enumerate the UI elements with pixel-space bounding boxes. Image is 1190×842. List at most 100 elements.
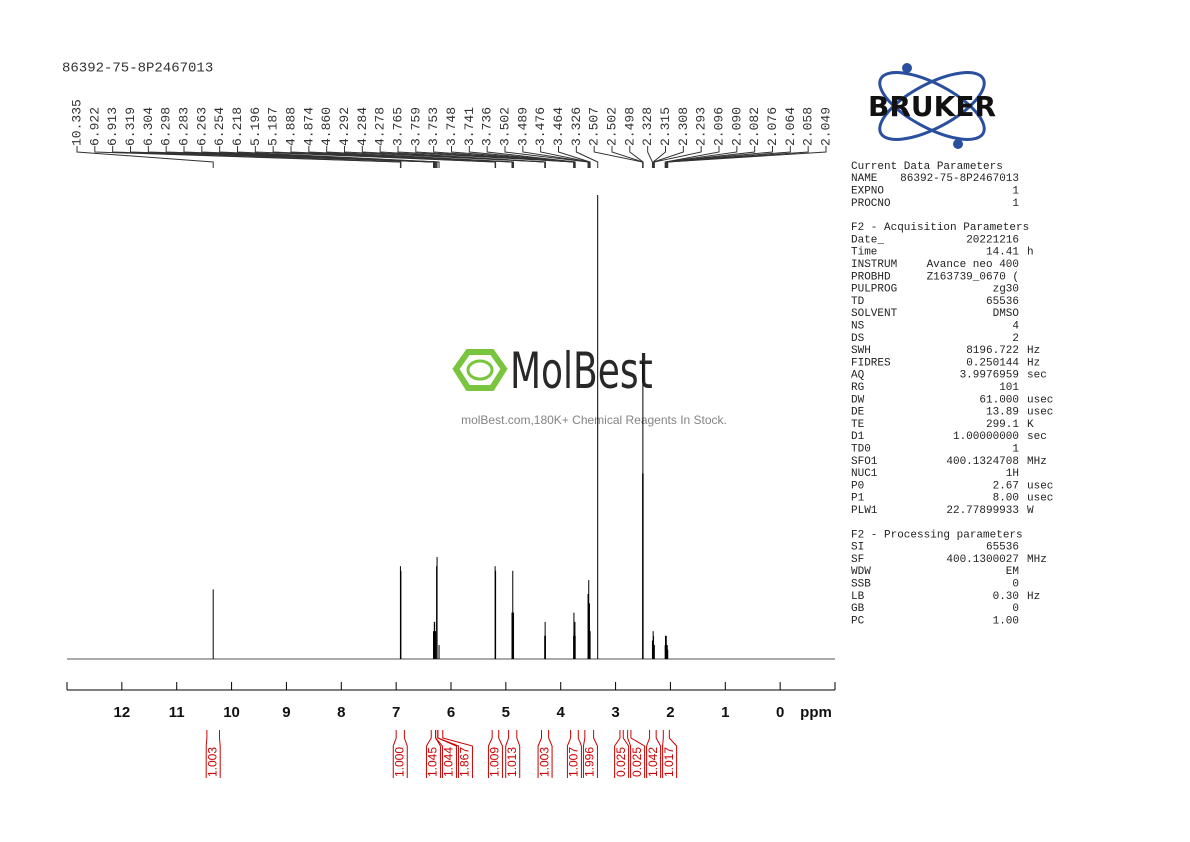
- peak-leader: [653, 146, 702, 168]
- peak-label: 3.741: [462, 107, 477, 146]
- param-value: 1.00000000: [953, 431, 1019, 443]
- peak-label: 6.218: [230, 107, 245, 146]
- peak-leader: [665, 146, 773, 168]
- param-key: DS: [851, 333, 865, 345]
- param-key: NS: [851, 321, 865, 333]
- param-key: FIDRES: [851, 357, 891, 369]
- peak-label: 2.498: [622, 107, 637, 146]
- peak-label: 2.076: [765, 107, 780, 146]
- integral-label: 1.009: [488, 747, 502, 777]
- x-tick-label: 1: [721, 704, 729, 721]
- param-key: Date_: [851, 234, 884, 246]
- watermark-tagline: molBest.com,180K+ Chemical Reagents In S…: [461, 413, 727, 427]
- peak-label: 4.874: [301, 107, 316, 146]
- peak-leader: [504, 146, 589, 168]
- peak-label: 2.507: [587, 107, 602, 146]
- param-section-title: F2 - Acquisition Parameters: [851, 222, 1029, 234]
- x-tick-label: 5: [502, 704, 510, 721]
- param-unit: sec: [1027, 431, 1047, 443]
- peak-label: 3.476: [533, 107, 548, 146]
- param-key: SF: [851, 554, 864, 566]
- peak-label: 6.922: [87, 107, 102, 146]
- param-key: PULPROG: [851, 284, 897, 296]
- x-tick-label: 9: [282, 704, 290, 721]
- logo-orbit: [878, 71, 986, 141]
- param-value: 299.1: [986, 419, 1019, 431]
- integral-label: 1.045: [426, 747, 440, 777]
- param-value: Z163739_0670 (: [927, 271, 1019, 283]
- peak-label: 3.753: [426, 107, 441, 146]
- integral-label: 1.017: [662, 747, 676, 777]
- param-value: 13.89: [986, 407, 1019, 419]
- watermark-icon: [466, 359, 494, 381]
- peak-label: 6.263: [194, 107, 209, 146]
- peak-label: 4.292: [337, 107, 352, 146]
- x-axis-label: ppm: [800, 704, 832, 721]
- param-key: PROBHD: [851, 271, 891, 283]
- param-section-title: F2 - Processing parameters: [851, 529, 1023, 541]
- x-tick-label: 11: [169, 704, 185, 721]
- param-key: AQ: [851, 370, 865, 382]
- param-unit: Hz: [1027, 345, 1040, 357]
- peak-leader: [272, 146, 497, 168]
- peak-label: 2.090: [729, 107, 744, 146]
- param-value: 1: [1012, 186, 1019, 198]
- param-key: SI: [851, 542, 864, 554]
- param-value: 2.67: [993, 480, 1019, 492]
- peak-label: 4.860: [319, 107, 334, 146]
- peak-label: 2.058: [801, 107, 816, 146]
- peak-label: 2.308: [676, 107, 691, 146]
- peak-leader: [237, 146, 440, 168]
- param-value: 8196.722: [966, 345, 1019, 357]
- peak-leader: [558, 146, 591, 168]
- param-value: 22.77899933: [946, 505, 1019, 517]
- param-value: 0: [1012, 603, 1019, 615]
- integral-label: 0.025: [630, 747, 644, 777]
- bruker-logo: BRUKER: [868, 63, 996, 149]
- peak-label: 2.502: [604, 107, 619, 146]
- x-tick-label: 7: [392, 704, 400, 721]
- peak-label: 5.187: [266, 107, 281, 146]
- param-value: 8.00: [993, 493, 1019, 505]
- peak-label: 2.328: [640, 107, 655, 146]
- integral-label: 1.007: [567, 747, 581, 777]
- param-value: 3.9976959: [960, 370, 1019, 382]
- param-unit: usec: [1027, 407, 1053, 419]
- peak-label: 3.748: [444, 107, 459, 146]
- integral-label: 1.003: [205, 747, 219, 777]
- param-key: LB: [851, 591, 865, 603]
- param-key: GB: [851, 603, 865, 615]
- param-value: 0.30: [993, 591, 1019, 603]
- param-value: DMSO: [993, 308, 1020, 320]
- param-value: 1.00: [993, 615, 1019, 627]
- peak-leader: [653, 146, 684, 168]
- param-value: 14.41: [986, 247, 1019, 259]
- param-key: PC: [851, 615, 865, 627]
- param-key: EXPNO: [851, 186, 884, 198]
- peak-leader: [76, 146, 214, 168]
- logo-dot: [902, 63, 912, 73]
- integral-bracket: [614, 730, 630, 778]
- param-key: NAME: [851, 173, 878, 185]
- param-key: D1: [851, 431, 865, 443]
- peak-label: 5.196: [248, 107, 263, 146]
- param-value: 4: [1012, 321, 1019, 333]
- peak-leader: [326, 146, 515, 168]
- x-tick-label: 8: [337, 704, 345, 721]
- x-tick-label: 2: [666, 704, 674, 721]
- param-key: RG: [851, 382, 864, 394]
- integral-bracket: [662, 730, 678, 778]
- param-key: P1: [851, 493, 865, 505]
- integral-bracket: [392, 730, 408, 778]
- integral-label: 1.000: [392, 747, 406, 777]
- integral-label: 1.013: [505, 747, 519, 777]
- integral-bracket: [537, 730, 553, 778]
- param-value: 1: [1012, 444, 1019, 456]
- integral-bracket: [205, 730, 221, 778]
- sample-title: 86392-75-8P2467013: [62, 61, 213, 77]
- peak-label: 4.888: [283, 107, 298, 146]
- param-value: 65536: [986, 296, 1019, 308]
- param-value: 65536: [986, 542, 1019, 554]
- peak-leader: [652, 146, 666, 168]
